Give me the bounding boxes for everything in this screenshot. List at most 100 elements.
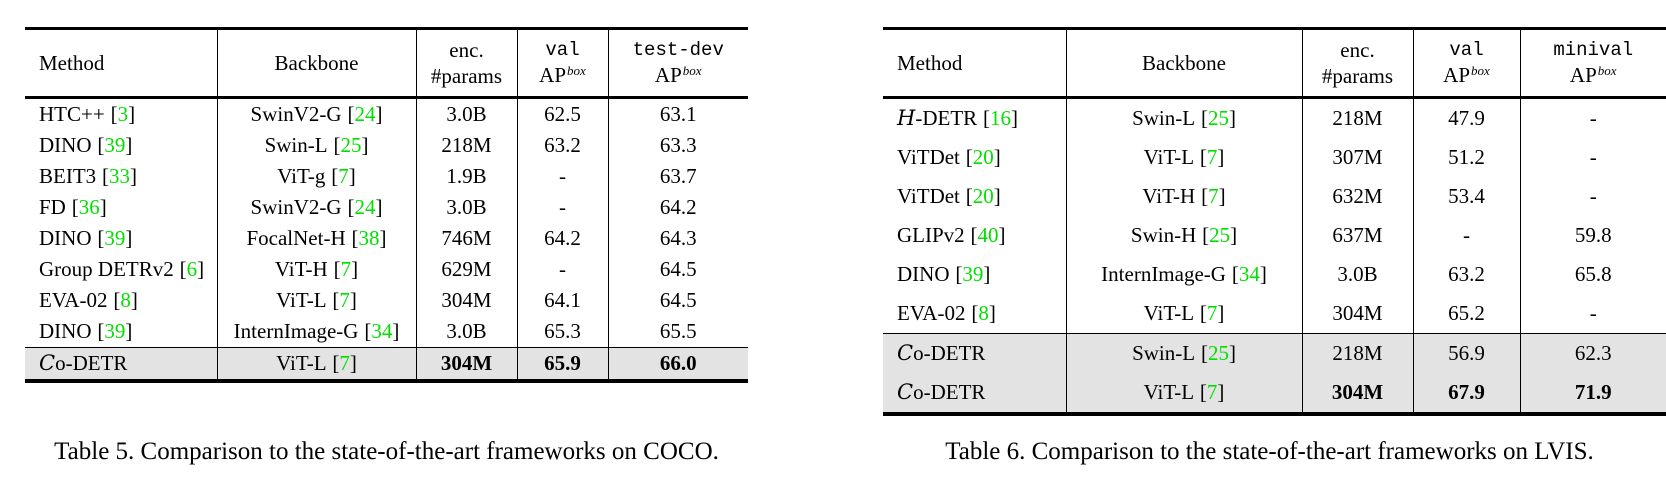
citation-bracket-close: ] [1228, 106, 1236, 130]
citation-bracket-open: [ [179, 257, 187, 281]
method-cell: Co-DETR [25, 347, 217, 381]
citation-number: 33 [109, 164, 131, 188]
minival-ap-cell: 59.8 [1519, 216, 1666, 255]
backbone-name: Swin-L [1132, 341, 1196, 365]
table-row: DINO [39] FocalNet-H [38] 746M 64.2 64.3 [25, 223, 748, 254]
citation-link[interactable]: [39] [955, 262, 990, 286]
backbone-cell: InternImage-G [34] [216, 316, 416, 348]
method-cell: ViTDet [20] [883, 138, 1066, 177]
method-name: FD [39, 195, 66, 219]
val-ap-header: val APbox [1412, 28, 1520, 99]
ap-text: AP [1569, 62, 1597, 87]
citation-link[interactable]: [39] [97, 226, 132, 250]
backbone-name: Swin-L [1132, 106, 1196, 130]
citation-link[interactable]: [8] [113, 288, 138, 312]
citation-bracket-close: ] [1218, 184, 1226, 208]
params-cell: 3.0B [415, 192, 517, 223]
citation-link[interactable]: [16] [983, 106, 1018, 130]
citation-link[interactable]: [34] [364, 319, 399, 343]
citation-bracket-close: ] [125, 319, 133, 343]
table-row: Co-DETR ViT-L [7] 304M 67.9 71.9 [883, 373, 1666, 414]
citation-link[interactable]: [3] [111, 102, 136, 126]
testdev-ap-cell: 64.5 [607, 285, 748, 316]
testdev-ap-cell: 63.1 [607, 97, 748, 130]
testdev-label: test-dev [632, 38, 724, 61]
citation-number: 39 [104, 319, 126, 343]
val-ap-cell: 53.4 [1412, 177, 1520, 216]
citation-link[interactable]: [25] [1201, 341, 1236, 365]
citation-link[interactable]: [24] [347, 195, 382, 219]
params-cell: 3.0B [415, 316, 517, 348]
citation-link[interactable]: [7] [1200, 380, 1225, 404]
citation-bracket-open: [ [110, 102, 118, 126]
citation-link[interactable]: [7] [332, 351, 357, 375]
citation-bracket-open: [ [1200, 106, 1208, 130]
table-row: DINO [39] Swin-L [25] 218M 63.2 63.3 [25, 130, 748, 161]
citation-number: 7 [1206, 301, 1218, 325]
citation-link[interactable]: [7] [1200, 145, 1225, 169]
ap-text: AP [539, 62, 567, 87]
citation-link[interactable]: [33] [102, 164, 137, 188]
citation-number: 40 [977, 223, 999, 247]
val-ap-cell: 67.9 [1412, 373, 1520, 414]
citation-link[interactable]: [7] [1200, 301, 1225, 325]
method-header: Method [883, 28, 1066, 99]
citation-link[interactable]: [25] [1202, 223, 1237, 247]
citation-link[interactable]: [7] [1201, 184, 1226, 208]
citation-link[interactable]: [25] [1201, 106, 1236, 130]
citation-link[interactable]: [7] [334, 257, 359, 281]
method-name: o-DETR [55, 351, 128, 375]
backbone-name: FocalNet-H [246, 226, 346, 250]
citation-number: 6 [186, 257, 198, 281]
citation-bracket-open: [ [983, 106, 991, 130]
citation-bracket-close: ] [988, 301, 996, 325]
citation-bracket-open: [ [1199, 145, 1207, 169]
method-name: EVA-02 [39, 288, 108, 312]
citation-bracket-open: [ [1199, 380, 1207, 404]
citation-number: 39 [104, 133, 126, 157]
citation-link[interactable]: [7] [332, 288, 357, 312]
method-cell: DINO [39] [25, 130, 217, 161]
header-row: Method Backbone enc. #params val APbox [883, 28, 1666, 99]
val-ap-cell: - [516, 254, 608, 285]
citation-link[interactable]: [40] [971, 223, 1006, 247]
citation-link[interactable]: [39] [97, 319, 132, 343]
method-cell: ViTDet [20] [883, 177, 1066, 216]
citation-bracket-open: [ [333, 133, 341, 157]
val-ap-cell: 51.2 [1412, 138, 1520, 177]
citation-bracket-open: [ [71, 195, 79, 219]
citation-link[interactable]: [8] [971, 301, 996, 325]
val-ap-cell: 64.1 [516, 285, 608, 316]
backbone-cell: SwinV2-G [24] [216, 192, 416, 223]
params-cell: 637M [1301, 216, 1413, 255]
backbone-name: SwinV2-G [250, 195, 342, 219]
citation-bracket-close: ] [197, 257, 205, 281]
citation-link[interactable]: [20] [966, 145, 1001, 169]
method-name: o-DETR [913, 341, 986, 365]
table-row: ViTDet [20] ViT-H [7] 632M 53.4- [883, 177, 1666, 216]
citation-bracket-close: ] [1259, 262, 1267, 286]
citation-link[interactable]: [20] [966, 184, 1001, 208]
citation-number: 34 [1238, 262, 1260, 286]
backbone-cell: SwinV2-G [24] [216, 97, 416, 130]
testdev-ap-cell: 64.2 [607, 192, 748, 223]
citation-link[interactable]: [24] [347, 102, 382, 126]
backbone-cell: ViT-L [7] [1065, 294, 1302, 334]
testdev-ap-cell: 65.5 [607, 316, 748, 348]
citation-link[interactable]: [25] [333, 133, 368, 157]
citation-bracket-open: [ [965, 145, 973, 169]
citation-link[interactable]: [6] [180, 257, 205, 281]
citation-link[interactable]: [36] [72, 195, 107, 219]
testdev-ap-cell: 64.3 [607, 223, 748, 254]
val-ap-cell: - [516, 161, 608, 192]
citation-link[interactable]: [7] [331, 164, 356, 188]
val-ap-cell: 63.2 [1412, 255, 1520, 294]
val-ap-header: val APbox [516, 28, 608, 99]
minival-ap-cell: - [1519, 177, 1666, 216]
citation-number: 36 [78, 195, 100, 219]
citation-link[interactable]: [38] [352, 226, 387, 250]
citation-link[interactable]: [34] [1232, 262, 1267, 286]
method-name: ViTDet [897, 184, 960, 208]
citation-link[interactable]: [39] [97, 133, 132, 157]
citation-bracket-close: ] [1228, 341, 1236, 365]
